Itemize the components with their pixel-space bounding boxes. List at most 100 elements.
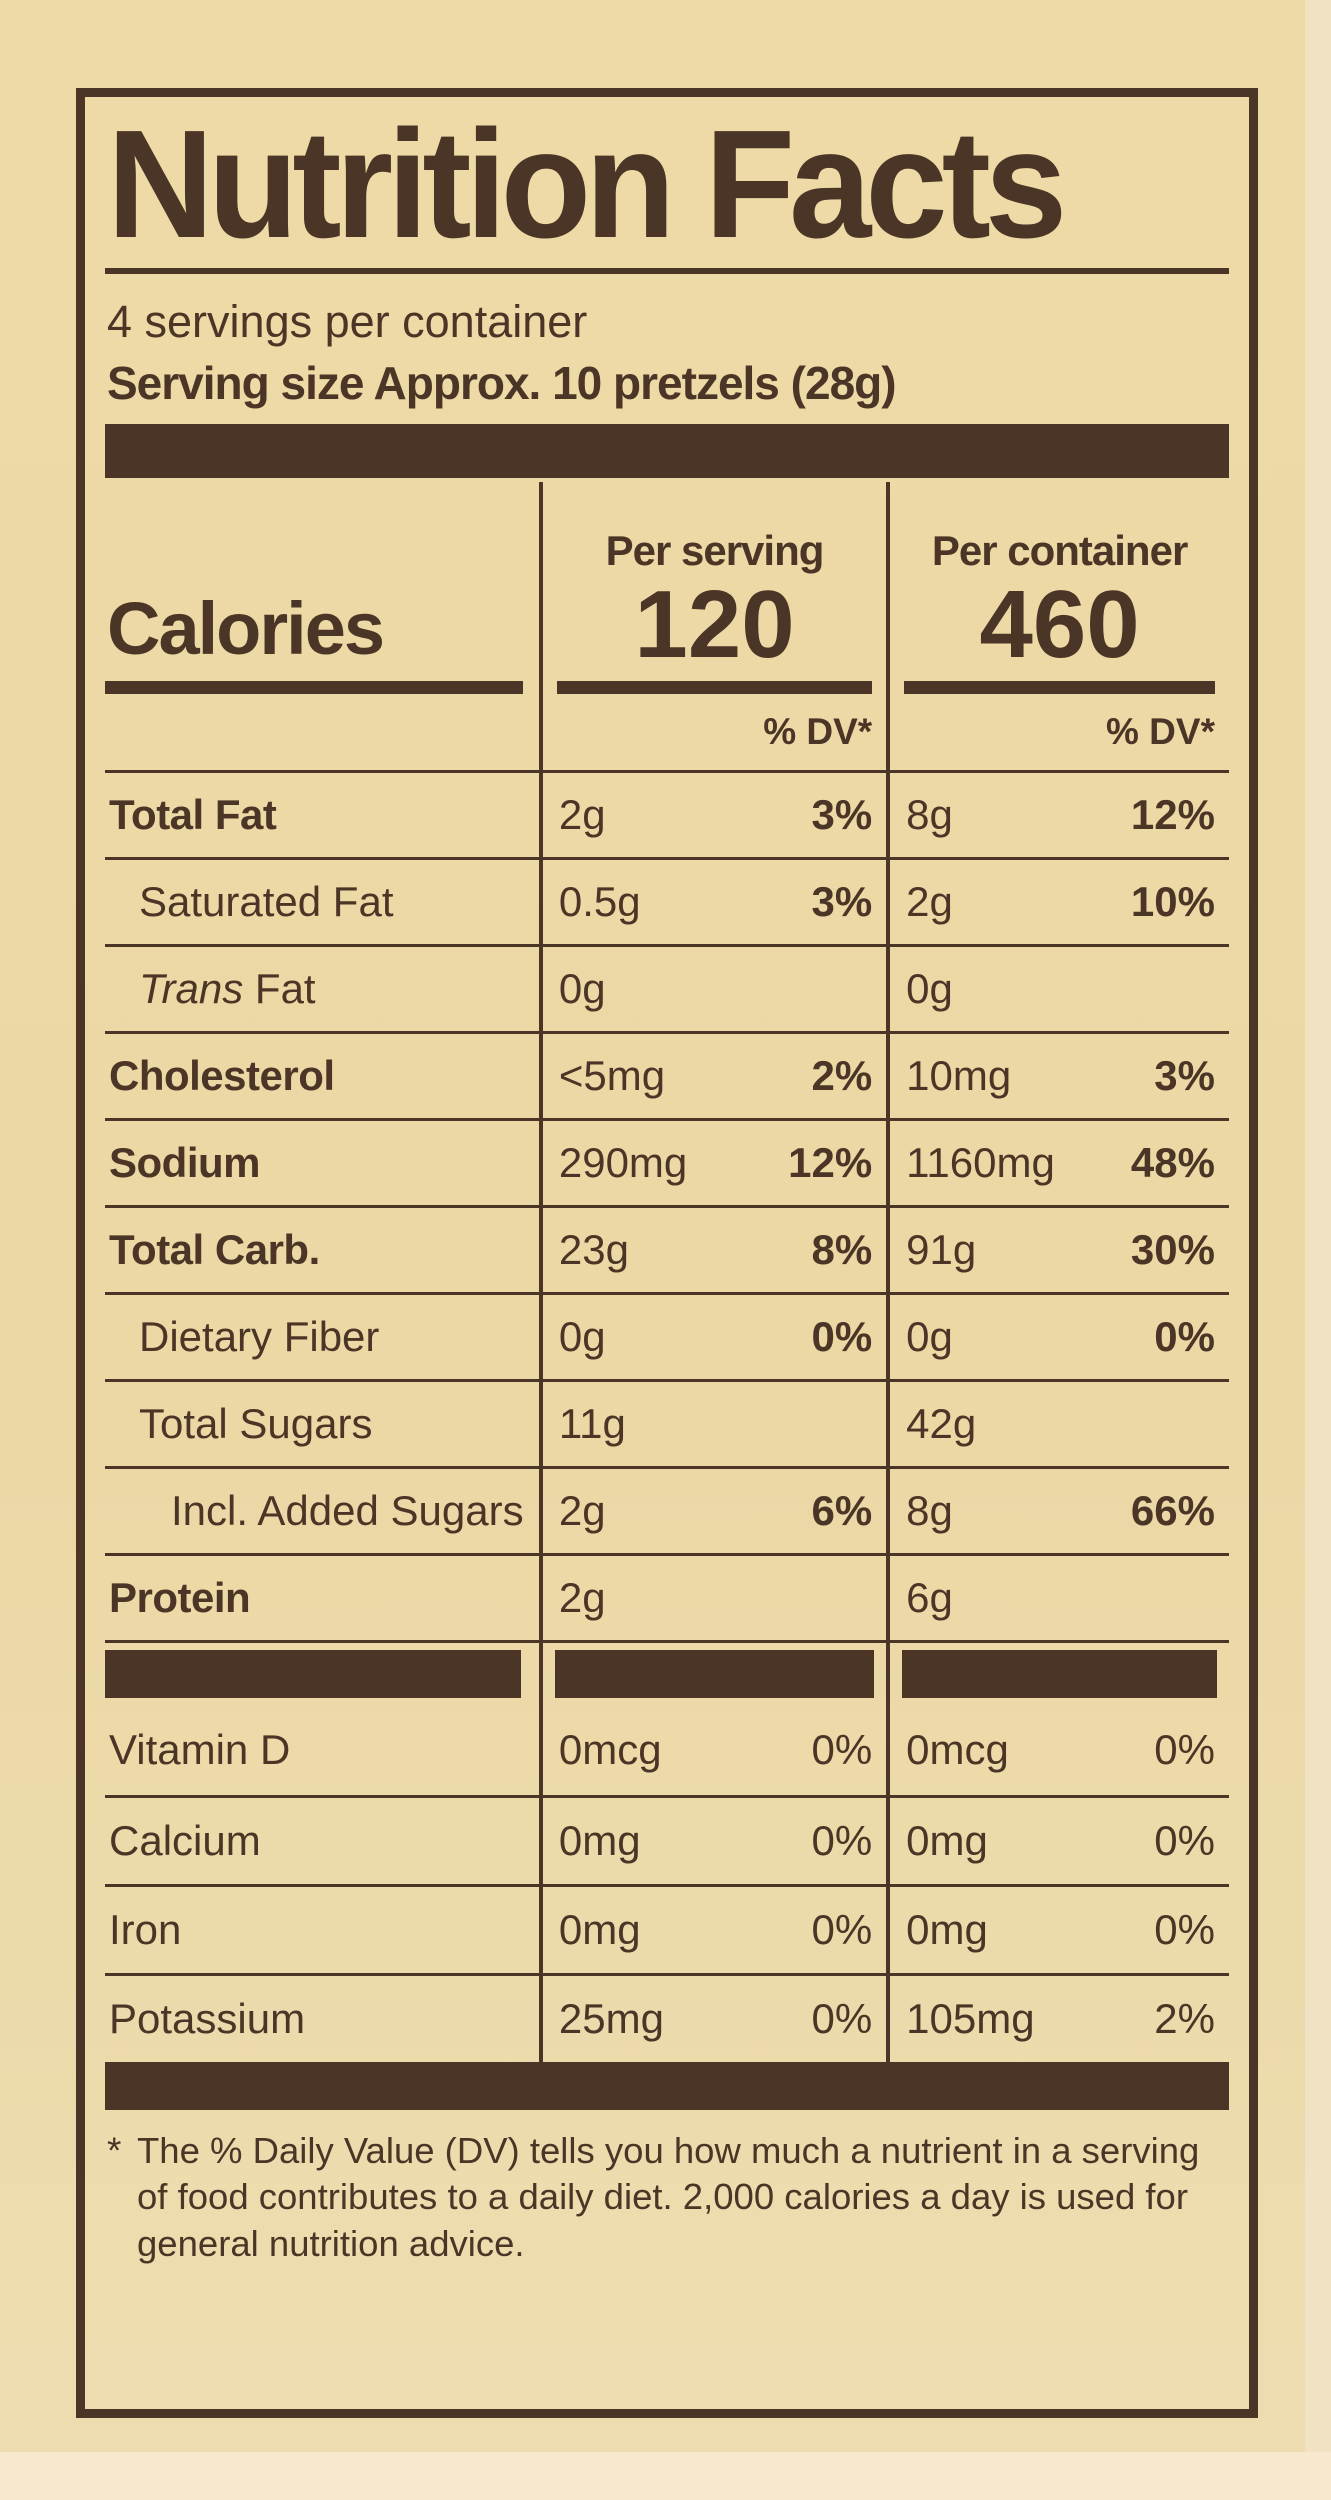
- daily-value: 0%: [811, 1905, 873, 1953]
- photo-edge-right: [1305, 0, 1331, 2500]
- amount: 11g: [558, 1399, 626, 1447]
- calories-per-serving-cell: Per serving 120: [538, 481, 886, 694]
- daily-value: 0%: [811, 1726, 873, 1774]
- amount: 42g: [906, 1399, 977, 1447]
- amount: 0mg: [906, 1816, 988, 1864]
- per-serving-cell: 25mg 0%: [538, 1975, 886, 2062]
- daily-value: 6%: [811, 1486, 873, 1534]
- per-serving-cell: 0g 0%: [538, 1294, 886, 1379]
- nutrient-row-protein: Protein 2g 6g: [105, 1552, 1229, 1640]
- per-container-cell: 0mg 0%: [886, 1886, 1229, 1973]
- panel-title: Nutrition Facts: [107, 107, 1067, 264]
- daily-value: 0%: [811, 1816, 873, 1864]
- per-container-cell: 0g: [886, 946, 1229, 1031]
- per-container-cell: 91g 30%: [886, 1207, 1229, 1292]
- per-container-underline: [904, 680, 1215, 694]
- amount: <5mg: [558, 1051, 666, 1099]
- footnote-asterisk: *: [107, 2129, 122, 2171]
- per-serving-cell: 2g 3%: [538, 772, 886, 857]
- amount: 8g: [906, 1486, 953, 1534]
- nutrient-name: Trans Fat: [109, 965, 316, 1013]
- amount: 8g: [906, 790, 953, 838]
- dv-header-per-container: % DV*: [886, 693, 1229, 770]
- amount: 0.5g: [558, 877, 641, 925]
- nutrient-name: Dietary Fiber: [139, 1312, 380, 1360]
- dv-footnote: * The % Daily Value (DV) tells you how m…: [105, 2128, 1229, 2267]
- per-container-cell: 42g: [886, 1381, 1229, 1466]
- daily-value: 2%: [811, 1051, 873, 1099]
- daily-value: 10%: [1130, 877, 1215, 925]
- calories-section: Calories Per serving 120 Per container 4…: [105, 481, 1229, 694]
- nutrient-name-cell: Protein: [105, 1556, 539, 1640]
- dv-header-label: % DV*: [1106, 710, 1215, 752]
- title-rule: [105, 267, 1229, 274]
- per-serving-cell: 0mg 0%: [538, 1886, 886, 1973]
- nutrient-row-sodium: Sodium 290mg 12% 1160mg 48%: [105, 1117, 1229, 1205]
- vitamin-name: Calcium: [109, 1816, 261, 1864]
- separator-bar: [902, 1650, 1217, 1699]
- per-serving-cell: 2g 6%: [538, 1468, 886, 1553]
- daily-value: 3%: [1154, 1051, 1215, 1099]
- amount: 1160mg: [906, 1138, 1055, 1186]
- per-container-cell: 10mg 3%: [886, 1033, 1229, 1118]
- amount: 0g: [558, 964, 606, 1012]
- vitamin-name-cell: Vitamin D: [105, 1706, 539, 1795]
- daily-value: 48%: [1130, 1138, 1215, 1186]
- amount: 0mcg: [558, 1726, 662, 1774]
- daily-value: 0%: [811, 1312, 873, 1360]
- vitamin-name-cell: Calcium: [105, 1798, 539, 1884]
- daily-value: 3%: [811, 790, 873, 838]
- amount: 0g: [906, 1312, 953, 1360]
- daily-value: 8%: [811, 1225, 873, 1273]
- daily-value: 12%: [788, 1138, 873, 1186]
- nutrient-name-cell: Total Sugars: [105, 1382, 539, 1466]
- nutrient-name: Incl. Added Sugars: [171, 1486, 524, 1534]
- vitamin-row-iron: Iron 0mg 0% 0mg 0%: [105, 1883, 1229, 1973]
- nutrient-name-cell: Total Fat: [105, 773, 539, 857]
- calories-underline: [105, 680, 523, 694]
- separator-bar-top: [105, 423, 1229, 478]
- amount: 0mcg: [906, 1726, 1009, 1774]
- daily-value: 12%: [1130, 790, 1215, 838]
- servings-per-container: 4 servings per container: [107, 295, 588, 347]
- nutrition-facts-panel: Nutrition Facts 4 servings per container…: [76, 88, 1258, 2418]
- separator-bars-row: [105, 1639, 1229, 1706]
- amount: 290mg: [558, 1138, 688, 1186]
- daily-value: 0%: [1154, 1726, 1215, 1774]
- per-container-cell: 8g 12%: [886, 772, 1229, 857]
- serving-size-amount: Approx. 10 pretzels (28g): [373, 356, 897, 409]
- amount: 0g: [906, 964, 953, 1012]
- separator-bar-cell: [886, 1642, 1229, 1706]
- amount: 10mg: [906, 1051, 1012, 1099]
- nutrient-row-saturated-fat: Saturated Fat 0.5g 3% 2g 10%: [105, 856, 1229, 944]
- vitamin-name: Iron: [109, 1905, 182, 1953]
- amount: 0g: [558, 1312, 606, 1360]
- per-serving-cell: 0mcg 0%: [538, 1705, 886, 1795]
- daily-value: 0%: [1154, 1816, 1215, 1864]
- nutrient-name: Total Sugars: [139, 1399, 373, 1447]
- per-container-cell: 6g: [886, 1555, 1229, 1640]
- per-serving-label: Per serving: [605, 526, 825, 574]
- separator-bar-cell: [105, 1643, 539, 1706]
- nutrient-name: Cholesterol: [109, 1051, 335, 1099]
- per-container-cell: 1160mg 48%: [886, 1120, 1229, 1205]
- nutrient-name-cell: Sodium: [105, 1121, 539, 1205]
- nutrient-row-dietary-fiber: Dietary Fiber 0g 0% 0g 0%: [105, 1291, 1229, 1379]
- daily-value: 0%: [1154, 1905, 1215, 1953]
- calories-per-container-cell: Per container 460: [886, 481, 1229, 694]
- vitamin-row-vitamin-d: Vitamin D 0mcg 0% 0mcg 0%: [105, 1705, 1229, 1795]
- amount: 6g: [906, 1573, 953, 1621]
- calories-per-container-value: 460: [979, 570, 1140, 678]
- amount: 23g: [558, 1225, 629, 1273]
- calories-per-serving-value: 120: [634, 570, 795, 678]
- per-serving-cell: 23g 8%: [538, 1207, 886, 1292]
- nutrient-name: Sodium: [109, 1138, 261, 1186]
- amount: 0mg: [558, 1816, 641, 1864]
- vitamin-name: Potassium: [109, 1994, 306, 2042]
- daily-value: 0%: [811, 1994, 873, 2042]
- nutrient-row-trans-fat: Trans Fat 0g 0g: [105, 943, 1229, 1031]
- daily-value: 66%: [1130, 1486, 1215, 1534]
- per-container-cell: 2g 10%: [886, 859, 1229, 944]
- photo-edge-bottom: [0, 2452, 1331, 2500]
